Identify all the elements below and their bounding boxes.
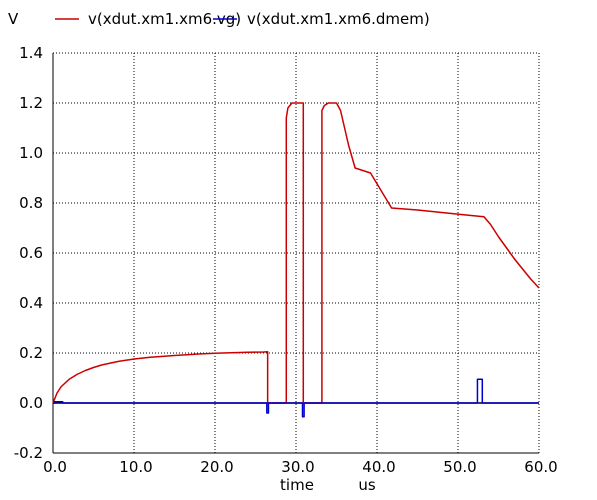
x-tick-label: 60.0: [524, 458, 557, 476]
x-axis-label: time: [280, 476, 314, 494]
y-tick-label: 0.0: [19, 394, 43, 412]
x-tick-label: 20.0: [200, 458, 233, 476]
y-tick-label: 1.4: [19, 44, 43, 62]
legend: v(xdut.xm1.xm6.vg) v(xdut.xm1.xm6.dmem): [55, 10, 430, 28]
grid: [53, 52, 540, 453]
series-line-0: [52, 102, 540, 404]
series-line-1: [53, 378, 539, 418]
legend-label-0: v(xdut.xm1.xm6.vg): [88, 10, 241, 28]
y-tick-label: 1.2: [19, 94, 43, 112]
y-axis-label: V: [8, 10, 19, 28]
y-tick-label: 0.2: [19, 344, 43, 362]
y-tick-label: -0.2: [14, 444, 43, 462]
series-layer: [52, 102, 540, 418]
y-tick-label: 0.4: [19, 294, 43, 312]
x-tick-label: 0.0: [43, 458, 67, 476]
x-tick-label: 30.0: [281, 458, 314, 476]
y-tick-label: 1.0: [19, 144, 43, 162]
y-tick-label: 0.6: [19, 244, 43, 262]
x-tick-label: 10.0: [119, 458, 152, 476]
tick-labels: -0.20.00.20.40.60.81.01.21.40.0 10.0 20.0 3…: [8, 10, 558, 494]
legend-label-1: v(xdut.xm1.xm6.dmem): [247, 10, 430, 28]
x-tick-label: 50.0: [443, 458, 476, 476]
y-tick-label: 0.8: [19, 194, 43, 212]
x-tick-label: 40.0: [362, 458, 395, 476]
x-axis-unit: us: [358, 476, 376, 494]
